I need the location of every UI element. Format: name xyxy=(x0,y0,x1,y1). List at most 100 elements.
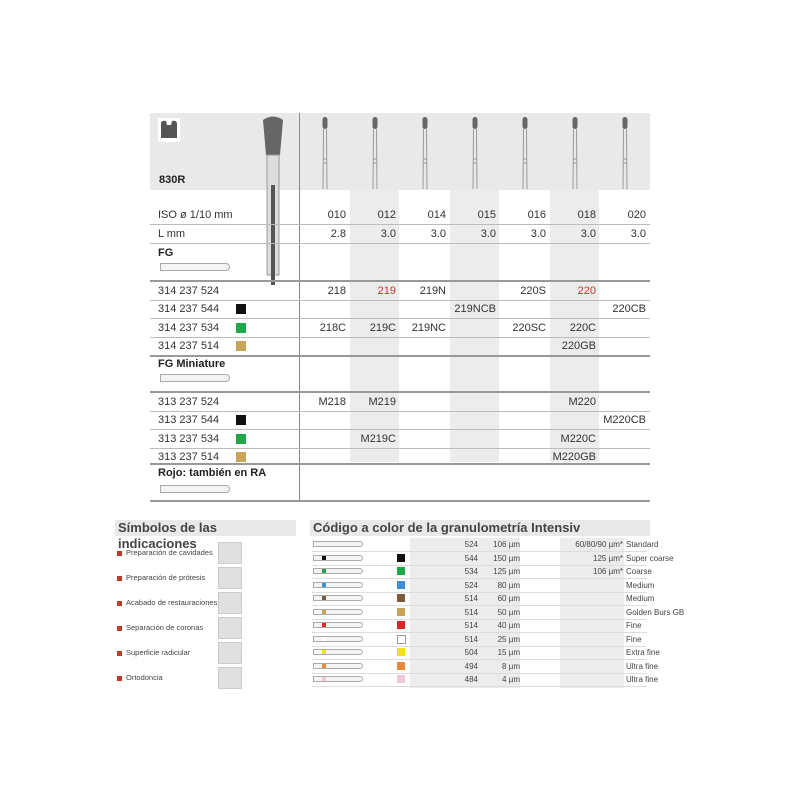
row-divider xyxy=(312,672,647,674)
spec-value: 2.8 xyxy=(330,228,346,240)
grit-code: 514 xyxy=(464,594,478,603)
bur-illustration xyxy=(372,117,378,190)
grit-size: 60 µm xyxy=(497,594,520,603)
indication-item: Ortodoncia xyxy=(117,673,163,682)
grit-size: 106 µm xyxy=(493,540,520,549)
spec-value: 3.0 xyxy=(530,228,546,240)
reference-number: 313 237 534 xyxy=(158,432,220,445)
bullet-icon xyxy=(117,600,122,606)
grit-name: Super coarse xyxy=(626,553,674,563)
grit-size: 4 µm xyxy=(502,675,520,684)
grit-code: 484 xyxy=(464,675,478,684)
indication-item: Separación de coronas xyxy=(117,623,203,632)
reference-number: 314 237 534 xyxy=(158,321,220,334)
row-divider xyxy=(312,686,647,687)
row-divider xyxy=(150,500,650,502)
indication-label: Preparación de prótesis xyxy=(126,573,206,582)
reference-number: 314 237 514 xyxy=(158,339,220,352)
color-swatch xyxy=(236,433,246,444)
product-header-band xyxy=(150,113,650,190)
indication-item: Preparación de prótesis xyxy=(117,573,205,582)
grit-name: Golden Burs GB xyxy=(626,607,685,617)
grit-alt-size: 125 µm* xyxy=(593,553,623,563)
indication-label: Preparación de cavidades xyxy=(126,548,213,557)
spec-value: 3.0 xyxy=(430,228,446,240)
grit-shank-icon xyxy=(313,622,363,628)
bullet-icon xyxy=(117,650,122,656)
spec-value: 3.0 xyxy=(580,228,596,240)
indication-label: Acabado de restauraciones xyxy=(126,598,218,607)
product-cell: 220S xyxy=(520,285,546,297)
row-divider xyxy=(312,618,647,620)
grit-name: Ultra fine xyxy=(626,675,659,684)
product-cell: M220CB xyxy=(603,414,646,427)
bullet-icon xyxy=(117,575,122,581)
row-divider xyxy=(150,318,650,320)
reference-number: 313 237 514 xyxy=(158,450,220,463)
product-code: 830R xyxy=(159,174,186,186)
grit-name: Extra fine xyxy=(626,648,660,657)
bur-illustration xyxy=(522,117,528,190)
grit-alt-size: 106 µm* xyxy=(593,567,623,576)
grit-shank-icon xyxy=(313,608,363,615)
grit-shank-icon xyxy=(313,649,363,655)
product-cell: 219NC xyxy=(411,321,446,334)
grit-color-swatch xyxy=(397,553,405,562)
section-title: FG Miniature xyxy=(158,358,226,370)
grit-code: 514 xyxy=(464,621,478,630)
row-divider xyxy=(312,645,647,647)
color-swatch xyxy=(236,451,246,462)
column-shade xyxy=(350,190,399,462)
grit-name: Fine xyxy=(626,634,642,644)
grit-size: 150 µm xyxy=(493,553,520,563)
row-divider xyxy=(312,578,647,579)
grit-size: 25 µm xyxy=(497,634,520,644)
row-divider xyxy=(150,429,650,431)
spec-value: 014 xyxy=(427,209,446,221)
bur-illustration xyxy=(422,117,428,190)
indication-symbol-icon xyxy=(218,592,242,614)
grit-shank-icon xyxy=(313,568,363,574)
grit-alt-size: 60/80/90 µm* xyxy=(575,540,623,549)
grit-size: 125 µm xyxy=(493,567,520,576)
column-shade xyxy=(450,190,499,462)
grit-color-swatch xyxy=(397,648,405,656)
spec-value: 020 xyxy=(627,209,646,221)
product-cell: 218 xyxy=(327,285,346,297)
color-swatch xyxy=(236,304,246,315)
bur-illustration xyxy=(622,117,628,190)
indication-symbol-icon xyxy=(218,617,242,639)
ra-note: Rojo: también en RA xyxy=(158,467,267,479)
grit-color-swatch xyxy=(397,661,405,670)
spec-value: 010 xyxy=(327,209,346,221)
section-title: FG xyxy=(158,247,174,259)
grit-title: Código a color de la granulometría Inten… xyxy=(310,520,650,536)
row-divider xyxy=(150,355,650,357)
row-divider xyxy=(150,243,650,244)
reference-number: 314 237 524 xyxy=(158,285,220,297)
indication-symbol-icon xyxy=(218,642,242,664)
reference-number: 313 237 544 xyxy=(158,414,220,427)
grit-shank-icon xyxy=(313,662,363,669)
grit-code: 514 xyxy=(464,634,478,644)
reference-number: 313 237 524 xyxy=(158,396,220,408)
column-shade xyxy=(550,190,599,462)
indication-symbol-icon xyxy=(218,667,242,689)
product-cell: M219 xyxy=(368,396,396,408)
grit-shank-icon xyxy=(313,541,363,547)
product-cell: M219C xyxy=(360,432,396,445)
grit-shank-icon xyxy=(313,635,363,642)
product-cell: 220C xyxy=(569,321,596,334)
grit-code: 514 xyxy=(464,607,478,617)
color-swatch xyxy=(236,322,246,333)
product-cell: 220 xyxy=(577,285,596,297)
spec-value: 015 xyxy=(477,209,496,221)
spec-label: L mm xyxy=(158,228,186,240)
row-divider xyxy=(312,591,647,593)
reference-number: 314 237 544 xyxy=(158,303,220,316)
shank-icon xyxy=(160,374,230,382)
indication-item: Acabado de restauraciones xyxy=(117,598,217,607)
row-divider xyxy=(150,411,650,412)
product-cell: 220SC xyxy=(512,321,546,334)
bullet-icon xyxy=(117,550,122,556)
